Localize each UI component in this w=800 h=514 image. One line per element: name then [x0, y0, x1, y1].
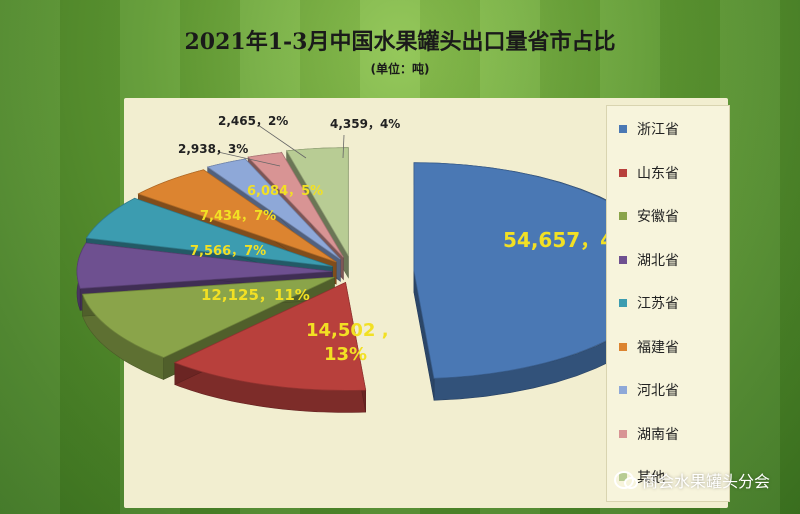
legend-label: 山东省 [637, 165, 679, 182]
legend-swatch [619, 299, 627, 307]
pie-slice-9 [286, 147, 349, 258]
watermark: 商会水果罐头分会 [613, 468, 770, 492]
data-label-7: 2,938，3% [178, 142, 248, 156]
chart-subtitle: (单位：吨) [370, 62, 430, 76]
legend-item-6: 福建省 [619, 336, 679, 358]
legend-swatch [619, 212, 627, 220]
legend-swatch [619, 168, 627, 177]
pie-slice-5 [85, 197, 333, 267]
data-label-3: 12,125，11% [201, 286, 310, 304]
legend-item-7: 河北省 [619, 379, 679, 401]
legend-item-8: 湖南省 [619, 423, 679, 445]
legend-label: 湖南省 [637, 426, 679, 443]
data-label-9: 4,359，4% [330, 117, 400, 131]
legend-item-4: 湖北省 [619, 249, 679, 271]
data-label-8: 2,465，2% [218, 114, 288, 128]
legend-swatch [619, 125, 627, 133]
pie-slice-3 [82, 276, 335, 358]
data-label-6: 6,084，5% [247, 184, 323, 199]
data-label-2: 14,502 , 13% [306, 320, 389, 365]
legend-label: 浙江省 [637, 122, 679, 138]
watermark-text: 商会水果罐头分会 [641, 472, 770, 491]
pie-slice-6 [137, 169, 337, 263]
leader-line-7 [217, 151, 281, 167]
legend-label: 湖北省 [637, 252, 679, 269]
wechat-icon [613, 471, 638, 489]
leader-line-8 [257, 124, 307, 159]
data-label-5: 7,434，7% [200, 209, 276, 224]
legend-label: 河北省 [637, 383, 679, 399]
legend-swatch [619, 255, 627, 264]
legend-swatch [619, 342, 627, 351]
legend-swatch [619, 386, 627, 394]
legend-label: 安徽省 [637, 209, 679, 225]
legend-item-5: 江苏省 [619, 292, 679, 314]
legend-item-1: 浙江省 [619, 118, 679, 140]
pie-slice-4 [76, 242, 333, 289]
legend-item-2: 山东省 [619, 162, 679, 184]
legend: 浙江省山东省安徽省湖北省江苏省福建省河北省湖南省其他 [606, 105, 730, 502]
chart-title: 2021年1-3月中国水果罐头出口量省市占比 [184, 29, 616, 55]
data-label-4: 7,566，7% [190, 244, 266, 259]
leader-line-9 [342, 134, 345, 159]
pie-slice-8 [247, 152, 344, 258]
legend-label: 福建省 [637, 339, 679, 356]
pie-slice-2 [173, 281, 367, 391]
legend-item-3: 安徽省 [619, 205, 679, 227]
legend-label: 其他 [637, 470, 665, 486]
legend-label: 江苏省 [637, 296, 679, 312]
pie-slice-7 [206, 158, 341, 260]
legend-swatch [619, 429, 627, 438]
